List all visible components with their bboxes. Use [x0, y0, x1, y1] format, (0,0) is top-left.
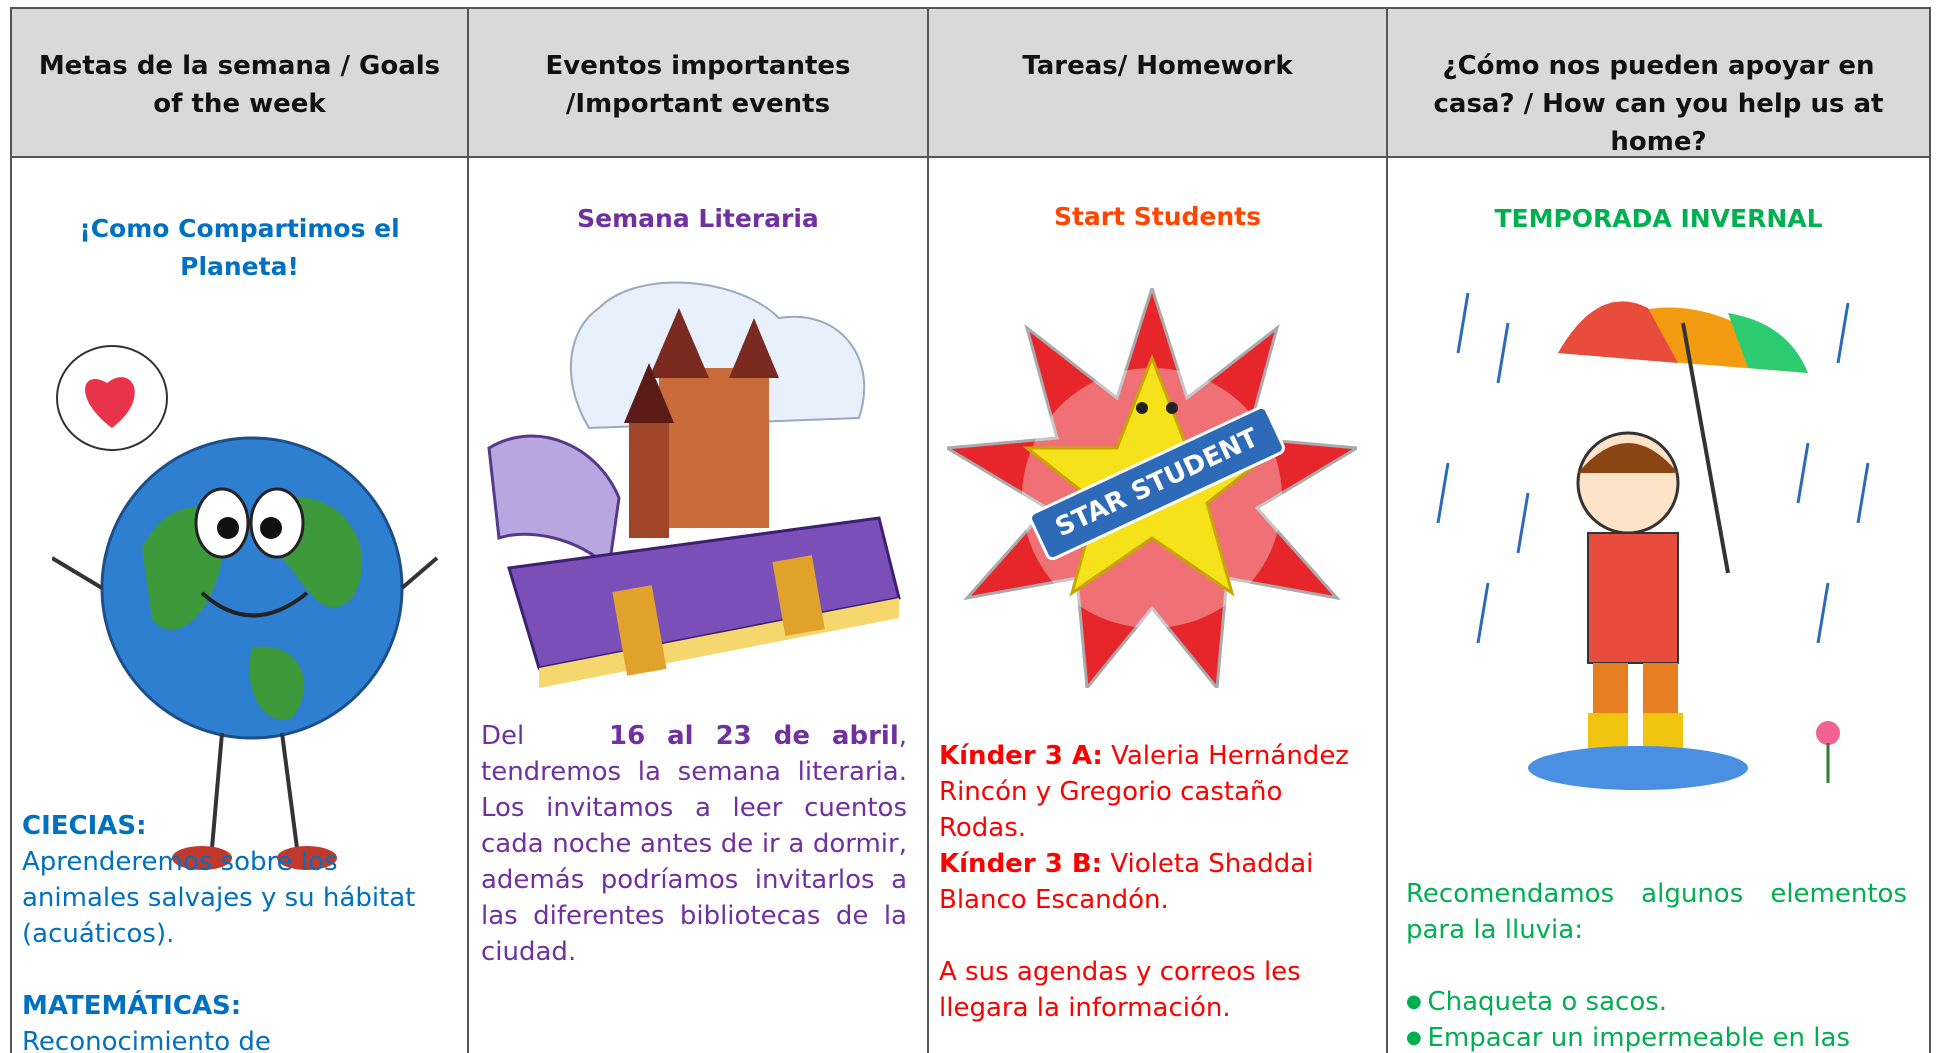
student-entry: Kínder 3 B: Violeta Shaddai Blanco Escan…	[939, 846, 1376, 918]
event-paragraph: Del 16 al 23 de abril, tendremos la sema…	[481, 718, 907, 970]
column-header: Metas de la semana / Goals of the week	[10, 7, 469, 158]
student-entry: Kínder 3 A: Valeria Hernández Rincón y G…	[939, 738, 1376, 846]
column-header: ¿Cómo nos pueden apoyar en casa? / How c…	[1386, 7, 1931, 158]
cell-title: TEMPORADA INVERNAL	[1494, 204, 1823, 233]
cell-title: Start Students	[1053, 202, 1262, 231]
earth-illustration	[52, 345, 439, 870]
cell-body: Kínder 3 A: Valeria Hernández Rincón y G…	[939, 738, 1376, 1026]
events-cell: Semana Literaria Del 16 al 23 de abril, …	[467, 156, 929, 1053]
cell-body: CIECIAS: Aprenderemos sobre los animales…	[22, 808, 455, 1053]
homework-cell: Start Students STAR STUDENT Kínder 3 A: …	[927, 156, 1388, 1053]
rain-illustration	[1436, 292, 1870, 790]
storybook-illustration	[487, 281, 901, 688]
column-header: Tareas/ Homework	[927, 7, 1388, 158]
section-heading: MATEMÁTICAS:	[22, 991, 242, 1021]
student-names: Violeta Shaddai Blanco Escandón.	[939, 849, 1314, 915]
student-names: Valeria Hernández Rincón y Gregorio cast…	[939, 741, 1349, 843]
star-badge-illustration: STAR STUDENT	[947, 288, 1357, 688]
list-item: Chaqueta o sacos.	[1406, 984, 1907, 1020]
text: , tendremos la semana literaria. Los inv…	[481, 721, 907, 967]
cell-body: Recomendamos algunos elementos para la l…	[1406, 876, 1907, 1053]
text: Del	[481, 721, 525, 751]
recommendation-text: Recomendamos algunos elementos para la l…	[1406, 879, 1907, 945]
note: A sus agendas y correos les llegara la i…	[939, 957, 1301, 1023]
column-header: Eventos importantes /Important events	[467, 7, 929, 158]
cell-title: Semana Literaria	[577, 204, 819, 233]
group-label: Kínder 3 A:	[939, 741, 1103, 771]
section-text: Aprenderemos sobre los animales salvajes…	[22, 847, 416, 949]
section-text: Reconocimiento de	[22, 1027, 271, 1053]
support-cell: TEMPORADA INVERNAL Recomendamos algunos …	[1386, 156, 1931, 1053]
item-list: Chaqueta o sacos. Empacar un impermeable…	[1406, 984, 1907, 1053]
goals-cell: ¡Como Compartimos el Planeta! CIECIAS: A…	[10, 156, 469, 1053]
section-heading: CIECIAS:	[22, 811, 147, 841]
cell-title: ¡Como Compartimos el Planeta!	[79, 214, 400, 281]
list-item: Empacar un impermeable en las	[1406, 1020, 1907, 1053]
date-highlight: 16 al 23 de abril	[608, 721, 899, 751]
group-label: Kínder 3 B:	[939, 849, 1103, 879]
